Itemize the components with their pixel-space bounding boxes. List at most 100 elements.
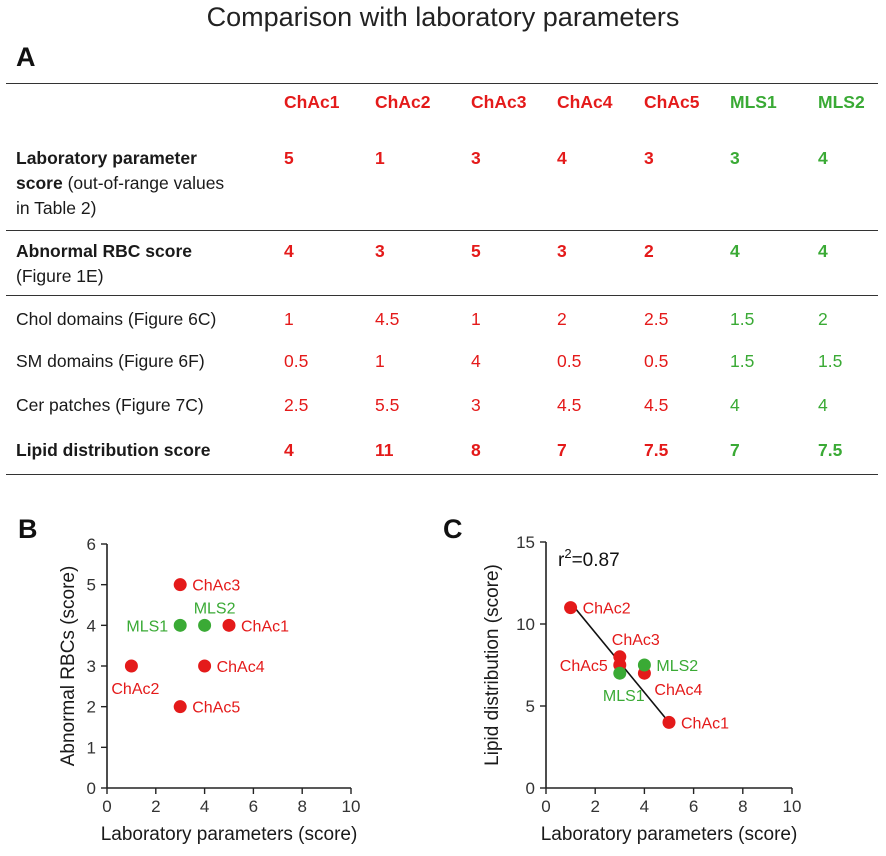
row-label-lab-score-bold2: score bbox=[16, 173, 63, 193]
table-cell: 7 bbox=[730, 440, 740, 460]
table-cell: 1.5 bbox=[818, 351, 843, 371]
point-chac2 bbox=[564, 601, 578, 615]
table-cell: 4 bbox=[818, 395, 828, 415]
y-tick-label: 10 bbox=[516, 615, 535, 634]
table-cell: 1.5 bbox=[730, 309, 755, 329]
chart-b-abnormal-rbc: 0 2 4 6 8 10 0 1 2 3 4 5 6 Laboratory parameters (sco… bbox=[58, 535, 361, 845]
point-label-mls2: MLS2 bbox=[656, 658, 698, 675]
row-label-lab-score-rest: (out-of-range values bbox=[62, 173, 225, 193]
table-cell: 4 bbox=[284, 241, 294, 261]
panel-b-letter: B bbox=[18, 514, 38, 544]
row-label-cer: Cer patches (Figure 7C) bbox=[16, 395, 204, 415]
table-cell: 5 bbox=[284, 148, 294, 168]
table-cell: 4.5 bbox=[557, 395, 582, 415]
table-cell: 0.5 bbox=[644, 351, 669, 371]
table-cell: 4.5 bbox=[375, 309, 400, 329]
point-label-mls1: MLS1 bbox=[126, 618, 168, 635]
point-chac1 bbox=[222, 618, 236, 632]
point-chac5 bbox=[173, 700, 187, 714]
table-cell: 1 bbox=[471, 309, 481, 329]
table-cell: 3 bbox=[471, 148, 481, 168]
point-chac1 bbox=[662, 715, 676, 729]
table-cell: 2.5 bbox=[644, 309, 669, 329]
table-cell: 4 bbox=[471, 351, 481, 371]
table-cell: 7.5 bbox=[644, 440, 669, 460]
table-cell: 4 bbox=[730, 395, 740, 415]
x-tick-label: 8 bbox=[738, 797, 747, 816]
x-tick-label: 0 bbox=[102, 797, 111, 816]
y-axis-label: Lipid distribution (score) bbox=[482, 564, 503, 766]
panel-c-letter: C bbox=[443, 514, 463, 544]
point-label-chac4: ChAc4 bbox=[654, 682, 702, 699]
point-mls2 bbox=[637, 658, 651, 672]
table-cell: 4 bbox=[284, 440, 294, 460]
point-label-chac4: ChAc4 bbox=[217, 659, 265, 676]
table-cell: 8 bbox=[471, 440, 481, 460]
point-mls1 bbox=[173, 618, 187, 632]
row-label-chol: Chol domains (Figure 6C) bbox=[16, 309, 217, 329]
column-header-chac3: ChAc3 bbox=[471, 92, 527, 112]
x-tick-label: 2 bbox=[151, 797, 160, 816]
x-axis-label: Laboratory parameters (score) bbox=[101, 824, 358, 845]
table-bottom-rule bbox=[6, 474, 878, 475]
row-label-lab-score-bold: Laboratory parameter bbox=[16, 148, 197, 168]
column-header-chac4: ChAc4 bbox=[557, 92, 613, 112]
y-tick-label: 0 bbox=[526, 779, 535, 798]
table-cell: 2 bbox=[557, 309, 567, 329]
point-label-chac1: ChAc1 bbox=[241, 618, 289, 635]
column-header-chac1: ChAc1 bbox=[284, 92, 340, 112]
y-tick-label: 0 bbox=[87, 779, 96, 798]
y-tick-label: 4 bbox=[87, 616, 96, 635]
point-label-mls2: MLS2 bbox=[194, 600, 236, 617]
column-header-chac2: ChAc2 bbox=[375, 92, 431, 112]
table-rule-1 bbox=[6, 230, 878, 231]
table-cell: 5.5 bbox=[375, 395, 400, 415]
panel-a-letter: A bbox=[16, 42, 36, 72]
table-cell: 7.5 bbox=[818, 440, 843, 460]
x-tick-label: 6 bbox=[689, 797, 698, 816]
point-label-chac2: ChAc2 bbox=[583, 601, 631, 618]
y-tick-label: 5 bbox=[526, 697, 535, 716]
x-tick-label: 6 bbox=[249, 797, 258, 816]
table-cell: 7 bbox=[557, 440, 567, 460]
table-cell: 1 bbox=[284, 309, 294, 329]
table-cell: 0.5 bbox=[284, 351, 309, 371]
table-cell: 3 bbox=[730, 148, 740, 168]
y-tick-label: 6 bbox=[87, 535, 96, 554]
x-tick-label: 10 bbox=[342, 797, 361, 816]
point-chac2 bbox=[124, 659, 138, 673]
table-cell: 2 bbox=[644, 241, 654, 261]
chart-c-lipid-distribution: 0 2 4 6 8 10 0 5 10 15 Laboratory parameters (scor… bbox=[482, 533, 802, 845]
row-label-sm: SM domains (Figure 6F) bbox=[16, 351, 205, 371]
table-rule-2 bbox=[6, 295, 878, 296]
x-tick-label: 8 bbox=[297, 797, 306, 816]
x-tick-label: 2 bbox=[590, 797, 599, 816]
y-axis-label: Abnormal RBCs (score) bbox=[58, 566, 79, 767]
table-cell: 4 bbox=[557, 148, 567, 168]
table-cell: 11 bbox=[375, 440, 394, 460]
point-label-chac3: ChAc3 bbox=[192, 578, 240, 595]
point-label-mls1: MLS1 bbox=[603, 688, 645, 705]
x-tick-label: 4 bbox=[200, 797, 209, 816]
row-label-rbc-score: Abnormal RBC score bbox=[16, 241, 193, 261]
y-tick-label: 1 bbox=[87, 738, 96, 757]
table-cell: 3 bbox=[375, 241, 385, 261]
x-tick-label: 4 bbox=[640, 797, 649, 816]
row-label-lipid: Lipid distribution score bbox=[16, 440, 211, 460]
column-header-mls1: MLS1 bbox=[730, 92, 777, 112]
column-header-mls2: MLS2 bbox=[818, 92, 865, 112]
table-cell: 1 bbox=[375, 148, 385, 168]
y-tick-label: 2 bbox=[87, 698, 96, 717]
point-mls1 bbox=[613, 666, 627, 680]
figure-title: Comparison with laboratory parameters bbox=[206, 2, 680, 32]
point-label-chac5: ChAc5 bbox=[560, 658, 608, 675]
table-cell: 3 bbox=[644, 148, 654, 168]
x-tick-label: 10 bbox=[783, 797, 802, 816]
table-cell: 3 bbox=[471, 395, 481, 415]
row-label-lab-score: Laboratory parameter bbox=[16, 147, 197, 170]
row-label-lab-score-line2: score (out-of-range values bbox=[16, 172, 224, 195]
table-cell: 2.5 bbox=[284, 395, 309, 415]
table-cell: 4 bbox=[818, 148, 828, 168]
table-cell: 2 bbox=[818, 309, 828, 329]
column-header-chac5: ChAc5 bbox=[644, 92, 700, 112]
